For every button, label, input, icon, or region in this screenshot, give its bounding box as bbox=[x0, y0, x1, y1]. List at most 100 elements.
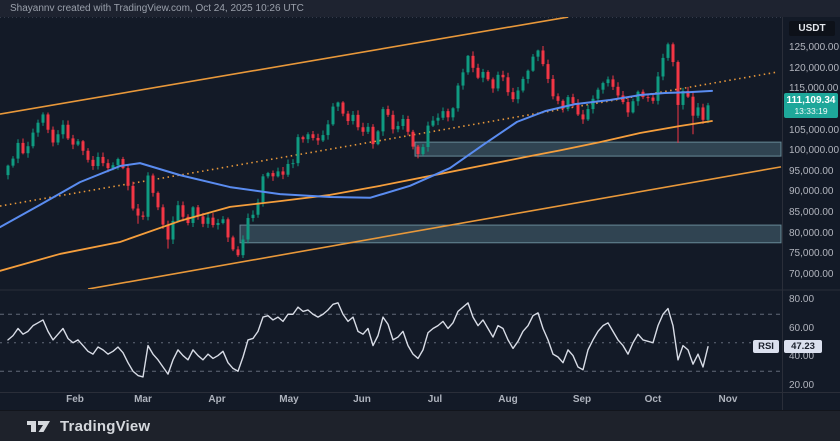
trendline-channel-mid[interactable] bbox=[0, 71, 779, 207]
candle-body bbox=[161, 207, 165, 225]
candle-body bbox=[466, 55, 470, 73]
candle-body bbox=[236, 249, 240, 256]
candle-body bbox=[691, 96, 695, 116]
candle-body bbox=[216, 222, 220, 226]
candle-body bbox=[46, 114, 50, 130]
candle-body bbox=[66, 124, 70, 139]
ma-orange-200[interactable] bbox=[0, 120, 713, 272]
candle-body bbox=[131, 185, 135, 209]
candle-body bbox=[141, 215, 145, 217]
candle-body bbox=[316, 137, 320, 141]
rsi-tick-label: 80.00 bbox=[789, 294, 815, 305]
candle-body bbox=[556, 96, 560, 101]
month-label-mar[interactable]: Mar bbox=[134, 394, 152, 405]
month-label-apr[interactable]: Apr bbox=[208, 394, 226, 405]
candle-body bbox=[681, 90, 685, 105]
candle-body bbox=[436, 117, 440, 121]
candle-body bbox=[96, 156, 100, 167]
candle-body bbox=[376, 131, 380, 145]
candle-body bbox=[491, 79, 495, 89]
candle-body bbox=[296, 137, 300, 164]
candle-body bbox=[476, 67, 480, 78]
ma-blue-100[interactable] bbox=[0, 89, 713, 229]
candle-body bbox=[366, 126, 370, 132]
candle-body bbox=[551, 78, 555, 97]
month-label-jun[interactable]: Jun bbox=[353, 394, 371, 405]
candle-body bbox=[156, 192, 160, 208]
candle-body bbox=[16, 142, 20, 159]
rsi-indicator-label-badge: RSI bbox=[753, 340, 779, 353]
trendline-channel-top[interactable] bbox=[0, 17, 569, 115]
candle-body bbox=[86, 150, 90, 160]
candle-body bbox=[601, 83, 605, 90]
candle-body bbox=[91, 159, 95, 167]
candles bbox=[6, 42, 710, 258]
candle-body bbox=[391, 114, 395, 130]
candle-body bbox=[521, 78, 525, 91]
trendline-channel-bottom[interactable] bbox=[87, 166, 782, 289]
credit-text: Shayannv created with TradingView.com, O… bbox=[10, 3, 304, 14]
candle-body bbox=[81, 141, 85, 151]
price-tick-label: 100,000.00 bbox=[789, 145, 840, 157]
candle-body bbox=[611, 79, 615, 87]
tradingview-logo-icon[interactable] bbox=[26, 417, 52, 435]
candle-body bbox=[361, 127, 365, 132]
candle-body bbox=[326, 124, 330, 136]
candle-body bbox=[206, 217, 210, 224]
candle-body bbox=[256, 202, 260, 215]
candle-body bbox=[581, 114, 585, 120]
candle-body bbox=[181, 205, 185, 217]
candle-body bbox=[336, 102, 340, 107]
candle-body bbox=[196, 207, 200, 217]
month-label-jul[interactable]: Jul bbox=[427, 394, 443, 405]
candle-body bbox=[426, 125, 430, 148]
candle-body bbox=[261, 176, 265, 203]
rsi-tick-label: 60.00 bbox=[789, 322, 815, 334]
candle-body bbox=[481, 71, 485, 78]
candle-body bbox=[461, 72, 465, 86]
price-tick-label: 90,000.00 bbox=[789, 186, 834, 198]
zone-major-support bbox=[239, 224, 782, 244]
rsi-tick-label: 40.00 bbox=[789, 351, 815, 362]
last-price-badge: 111,109.34 13:33:19 bbox=[784, 93, 838, 118]
candle-body bbox=[341, 102, 345, 114]
candle-body bbox=[471, 55, 475, 68]
candle-body bbox=[176, 205, 180, 221]
month-label-feb[interactable]: Feb bbox=[66, 394, 84, 405]
candle-body bbox=[516, 90, 520, 100]
price-tick-label: 85,000.00 bbox=[789, 207, 834, 219]
rsi-line[interactable] bbox=[7, 302, 709, 378]
candle-body bbox=[511, 92, 515, 100]
candle-body bbox=[486, 71, 490, 80]
candle-body bbox=[121, 159, 125, 169]
candle-body bbox=[226, 219, 230, 238]
candle-body bbox=[26, 146, 30, 154]
chart-header: Shayannv created with TradingView.com, O… bbox=[0, 0, 840, 17]
candle-body bbox=[636, 91, 640, 102]
price-tick-label: 125,000.00 bbox=[789, 42, 840, 53]
candle-body bbox=[586, 109, 590, 120]
price-tick-label: 80,000.00 bbox=[789, 227, 834, 239]
candle-body bbox=[401, 118, 405, 127]
candle-body bbox=[631, 101, 635, 113]
candle-body bbox=[566, 97, 570, 109]
month-label-aug[interactable]: Aug bbox=[498, 394, 518, 405]
candle-body bbox=[311, 134, 315, 138]
month-label-oct[interactable]: Oct bbox=[644, 394, 662, 405]
candle-body bbox=[331, 106, 335, 125]
price-tick-label: 95,000.00 bbox=[789, 165, 834, 177]
month-label-may[interactable]: May bbox=[279, 394, 299, 405]
month-label-nov[interactable]: Nov bbox=[718, 394, 738, 405]
candle-body bbox=[421, 147, 425, 155]
tradingview-wordmark[interactable]: TradingView bbox=[60, 417, 151, 435]
month-label-sep[interactable]: Sep bbox=[572, 394, 592, 405]
candle-body bbox=[456, 85, 460, 109]
candle-body bbox=[116, 159, 120, 166]
candle-body bbox=[646, 97, 650, 99]
candle-body bbox=[571, 97, 575, 104]
candle-body bbox=[21, 142, 25, 154]
candle-body bbox=[696, 107, 700, 116]
candle-body bbox=[396, 126, 400, 130]
